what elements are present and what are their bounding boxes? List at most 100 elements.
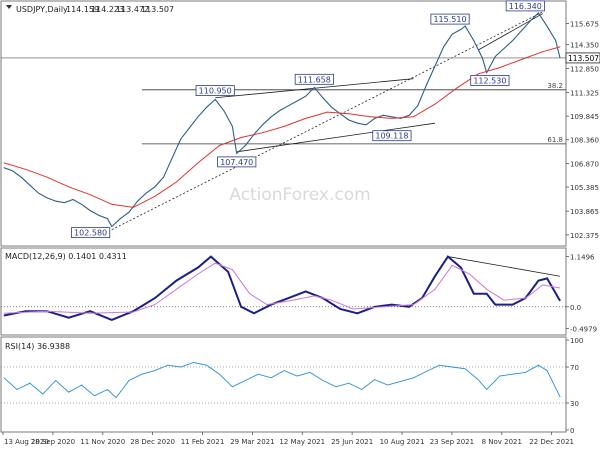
price-point	[357, 122, 358, 124]
x-tick-label: 11 Nov 2020	[80, 438, 125, 446]
price-point	[107, 218, 108, 219]
rsi-tick-label: 100	[570, 337, 583, 345]
annotation-box	[217, 156, 257, 168]
price-point	[244, 145, 246, 146]
price-point	[171, 157, 173, 159]
macd-point	[89, 310, 91, 312]
signal-point	[89, 312, 91, 314]
rsi-point	[206, 364, 207, 366]
macd-point	[391, 304, 393, 306]
rsi-point	[107, 389, 108, 390]
price-point	[417, 105, 419, 107]
price-tick-label: 112.850	[570, 65, 599, 73]
x-tick-label: 28 Dec 2020	[130, 438, 175, 446]
price-point	[29, 184, 31, 186]
price-point	[46, 197, 48, 199]
price-annotation: 116.340	[505, 0, 545, 12]
macd-point	[305, 291, 307, 292]
signal-point	[313, 295, 315, 297]
macd-trendline	[447, 256, 561, 277]
moving-average-point	[520, 59, 522, 61]
annotation-box	[372, 130, 412, 142]
moving-average-point	[391, 118, 393, 119]
rsi-point	[219, 373, 220, 375]
x-tick-label: 23 Sep 2021	[430, 438, 474, 446]
price-point	[89, 210, 91, 212]
signal-point	[154, 304, 156, 306]
moving-average-point	[434, 103, 436, 105]
x-tick-label: 10 Aug 2021	[380, 438, 425, 446]
signal-point	[486, 288, 488, 290]
price-point	[391, 116, 393, 118]
rsi-point	[477, 379, 479, 380]
price-point	[270, 116, 272, 118]
x-tick-label: 12 May 2021	[279, 438, 325, 446]
price-point	[119, 218, 121, 219]
collapse-arrow-icon[interactable]	[6, 5, 12, 9]
moving-average-point	[3, 162, 5, 164]
annotation-label: 115.510	[433, 15, 466, 24]
macd-point	[240, 306, 242, 308]
macd-point	[111, 319, 113, 321]
rsi-point	[296, 375, 298, 377]
moving-average-point	[477, 73, 479, 75]
rsi-point	[546, 370, 548, 371]
signal-point	[3, 312, 5, 314]
signal-point	[559, 287, 561, 289]
macd-point	[154, 297, 156, 299]
header-close: 113.507	[141, 5, 174, 14]
price-point	[236, 153, 238, 154]
price-point	[305, 95, 307, 97]
macd-point	[434, 275, 436, 277]
rsi-point	[16, 389, 18, 390]
moving-average-point	[456, 87, 457, 89]
x-tick-label: 11 Feb 2021	[181, 438, 225, 446]
moving-average-point	[176, 181, 177, 183]
price-point	[322, 97, 324, 99]
price-point	[128, 211, 130, 213]
x-tick-label: 28 Sep 2020	[31, 438, 75, 446]
rsi-point	[55, 380, 57, 381]
fib-level-label: 61.8	[547, 136, 563, 144]
fib-level-label: 38.2	[547, 82, 563, 90]
price-point	[223, 110, 225, 111]
price-point	[12, 170, 14, 172]
price-annotation: 111.658	[294, 73, 334, 85]
price-tick-label: 109.845	[570, 113, 599, 121]
rsi-point	[374, 379, 376, 380]
macd-point	[486, 293, 488, 295]
rsi-tick-label: 0	[570, 427, 574, 435]
price-tick-label: 103.865	[570, 208, 599, 216]
moving-average-point	[46, 176, 48, 178]
rsi-point	[193, 362, 195, 363]
header-low: 113.472	[116, 5, 149, 14]
price-tick-label: 106.870	[570, 160, 599, 168]
macd-point	[494, 304, 496, 306]
signal-point	[503, 299, 505, 301]
moving-average-point	[89, 194, 91, 196]
signal-point	[469, 273, 470, 275]
macd-point	[460, 267, 462, 268]
rsi-label: RSI(14) 36.9388	[5, 342, 70, 351]
signal-point	[413, 304, 414, 306]
signal-point	[525, 297, 526, 299]
macd-point	[132, 310, 134, 312]
signal-point	[331, 299, 332, 301]
moving-average-point	[197, 162, 199, 164]
signal-point	[46, 310, 48, 312]
x-tick-label: 8 Nov 2021	[482, 438, 522, 446]
rsi-panel	[1, 362, 566, 404]
moving-average-point	[68, 186, 70, 188]
price-point	[214, 98, 216, 100]
price-point	[288, 105, 289, 107]
rsi-point	[438, 364, 440, 366]
price-point	[434, 65, 436, 67]
rsi-point	[512, 373, 513, 375]
x-tick-label: 25 Jun 2021	[331, 438, 373, 446]
rsi-point	[232, 386, 233, 388]
signal-point	[197, 273, 199, 275]
price-tick-label: 102.375	[570, 232, 599, 240]
signal-point	[176, 288, 177, 290]
price-point	[348, 119, 350, 121]
rsi-panel-frame	[0, 336, 567, 433]
